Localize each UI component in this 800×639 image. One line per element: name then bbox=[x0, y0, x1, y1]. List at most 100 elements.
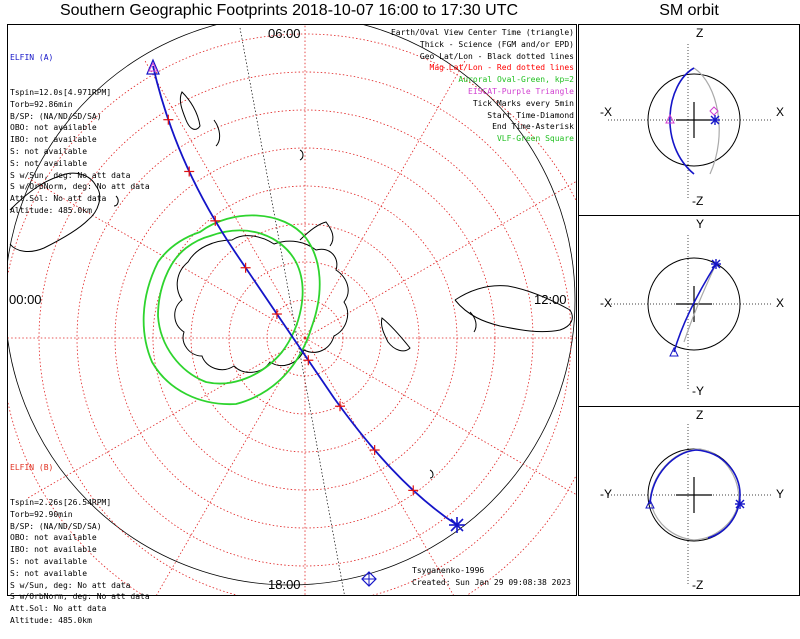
sm3-top-label: Z bbox=[696, 408, 704, 422]
tick-mark bbox=[303, 355, 314, 366]
mag-latitude-circle bbox=[190, 223, 420, 453]
eiscat-triangle bbox=[148, 61, 158, 72]
tick-mark bbox=[408, 485, 419, 496]
elfin-a-line: OBO: not available bbox=[10, 123, 97, 133]
orbit-triangle bbox=[645, 498, 655, 509]
globe-limb bbox=[8, 25, 576, 586]
elfin-b-info: ELFIN (B) Tspin=2.26s[26.54RPM] Torb=92.9… bbox=[10, 438, 150, 639]
sm2-left-label: -X bbox=[600, 296, 612, 310]
elfin-a-line: S w/Sun, deg: No att data bbox=[10, 170, 131, 180]
mag-longitude-line bbox=[304, 337, 454, 595]
orbit-asterisk bbox=[711, 259, 721, 269]
tick-mark bbox=[163, 114, 174, 125]
end-time-asterisk bbox=[449, 517, 465, 533]
sm3-right-label: Y bbox=[776, 487, 785, 501]
elfin-b-line: Altitude: 485.0km bbox=[10, 615, 92, 625]
auroral-oval bbox=[142, 214, 321, 406]
elfin-b-lines: Tspin=2.26s[26.54RPM] Torb=92.90min B/SP: … bbox=[10, 497, 150, 627]
elfin-a-line: S w/OrbNorm, deg: No att data bbox=[10, 182, 150, 192]
geo-meridian-line bbox=[239, 27, 345, 595]
sm3-left-label: -Y bbox=[600, 487, 612, 501]
new-zealand-outline bbox=[179, 91, 221, 147]
hour-label-bottom: 18:00 bbox=[268, 577, 301, 592]
elfin-b-line: Att.Sol: No att data bbox=[10, 604, 107, 614]
footprint-map bbox=[8, 25, 576, 595]
start-time-diamond bbox=[361, 571, 377, 587]
sm2-bottom-label: -Y bbox=[692, 384, 704, 398]
elfin-a-footprint-track bbox=[152, 65, 458, 526]
south-america-tip-outline bbox=[381, 317, 411, 352]
elfin-a-line: Tspin=12.0s[4.971RPM] bbox=[10, 87, 112, 97]
mag-longitude-line bbox=[144, 60, 306, 339]
sm1-left-label: -X bbox=[600, 105, 612, 119]
elfin-a-info: ELFIN (A) Tspin=12.0s[4.971RPM] Torb=92.8… bbox=[10, 28, 150, 229]
sm2-top-label: Y bbox=[696, 217, 705, 231]
sm-plot-xy bbox=[608, 235, 773, 390]
legend-item: VLF-Green Square bbox=[496, 134, 574, 144]
orbit-a-track bbox=[673, 263, 717, 353]
mag-latitude-circle bbox=[228, 261, 382, 415]
legend-item: Mag Lat/Lon - Red dotted lines bbox=[429, 63, 575, 73]
elfin-b-label: ELFIN (B) bbox=[10, 462, 54, 472]
elfin-b-line: S: not available bbox=[10, 568, 88, 578]
mag-grid bbox=[8, 25, 576, 595]
coastlines bbox=[9, 91, 573, 479]
legend-item: EISCAT-Purple Triangle bbox=[468, 86, 574, 96]
created-time: Created: Sun Jan 29 09:08:38 2023 bbox=[412, 577, 571, 587]
legend-item: Auroral Oval-Green, kp=2 bbox=[458, 75, 574, 85]
auroral-oval-inner bbox=[157, 229, 304, 385]
tick-mark bbox=[369, 445, 380, 456]
legend-item: Tick Marks every 5min bbox=[472, 98, 574, 108]
footer: Tsyganenko-1996 Created: Sun Jan 29 09:0… bbox=[412, 565, 571, 589]
elfin-b-line: IBO: not available bbox=[10, 545, 97, 555]
sm-orbit-plots bbox=[608, 44, 773, 586]
elfin-b-line: S w/OrbNorm, deg: No att data bbox=[10, 592, 150, 602]
mag-longitude-line bbox=[27, 337, 306, 499]
orbit-diamond bbox=[709, 106, 719, 116]
madagascar-outline bbox=[469, 311, 477, 333]
elfin-b-line: B/SP: (NA/ND/SD/SA) bbox=[10, 521, 102, 531]
tick-mark bbox=[334, 401, 345, 412]
hour-label-right: 12:00 bbox=[534, 292, 567, 307]
tick-mark bbox=[184, 166, 195, 177]
elfin-a-line: IBO: not available bbox=[10, 135, 97, 145]
orbit-b-track bbox=[693, 67, 720, 175]
elfin-a-line: Altitude: 485.0km bbox=[10, 205, 92, 215]
plot-title: Southern Geographic Footprints 2018-10-0… bbox=[59, 2, 519, 19]
orbit-triangle bbox=[665, 113, 675, 124]
sm2-right-label: X bbox=[776, 296, 785, 310]
orbit-a-track bbox=[649, 449, 741, 539]
elfin-a-label: ELFIN (A) bbox=[10, 52, 54, 62]
orbit-triangle bbox=[669, 346, 679, 357]
mag-latitude-circle bbox=[76, 109, 534, 567]
sm3-bottom-label: -Z bbox=[692, 578, 704, 592]
footprint-map-frame bbox=[7, 24, 577, 596]
elfin-b-line: Torb=92.90min bbox=[10, 509, 73, 519]
mag-longitude-line bbox=[27, 177, 306, 339]
model-name: Tsyganenko-1996 bbox=[412, 566, 485, 575]
orbit-b-track bbox=[683, 263, 717, 343]
south-america-outline bbox=[299, 221, 334, 247]
map-legend: Earth/Oval View Center Time (triangle) Th… bbox=[391, 27, 574, 145]
track-tick-marks bbox=[163, 114, 419, 496]
auroral-oval-outer bbox=[142, 214, 321, 406]
australia-outline bbox=[9, 172, 101, 252]
elfin-b-line: S w/Sun, deg: No att data bbox=[10, 580, 131, 590]
tick-mark bbox=[240, 262, 251, 273]
sm1-top-label: Z bbox=[696, 26, 704, 40]
elfin-b-line: Tspin=2.26s[26.54RPM] bbox=[10, 497, 112, 507]
legend-item: Earth/Oval View Center Time (triangle) bbox=[390, 28, 574, 37]
sm-orbit-title: SM orbit bbox=[659, 2, 719, 19]
elfin-a-line: S: not available bbox=[10, 146, 88, 156]
mag-longitude-line bbox=[304, 181, 576, 339]
legend-item: Start Time-Diamond bbox=[487, 110, 574, 120]
tick-mark bbox=[210, 215, 221, 226]
hour-label-left: 00:00 bbox=[9, 292, 42, 307]
elfin-a-line: B/SP: (NA/ND/SD/SA) bbox=[10, 111, 102, 121]
africa-outline bbox=[454, 285, 573, 333]
mag-longitude-line bbox=[304, 60, 466, 339]
tick-mark bbox=[271, 309, 282, 320]
elfin-a-line: Torb=92.86min bbox=[10, 99, 73, 109]
orbit-asterisk bbox=[735, 499, 745, 509]
view-center-triangle bbox=[146, 58, 160, 75]
